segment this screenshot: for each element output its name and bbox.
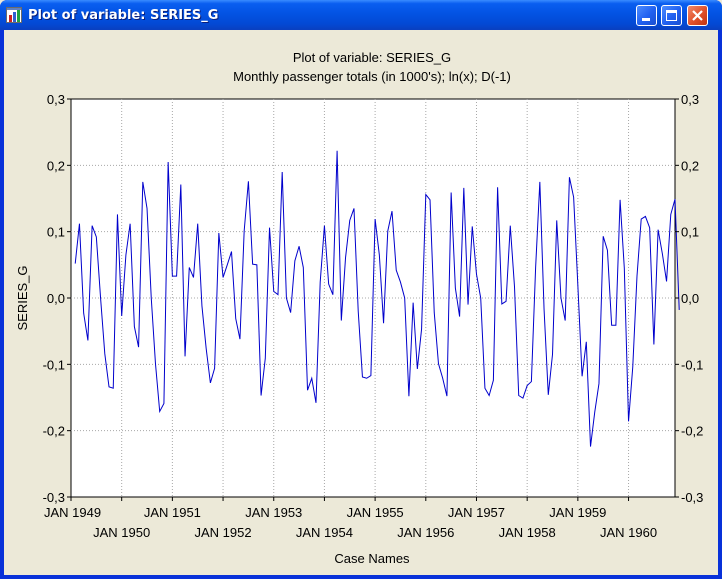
y-tick-label-right: 0,2 [681,158,699,173]
x-tick-label: JAN 1950 [93,525,150,540]
y-axis-label: SERIES_G [15,265,30,330]
chart-subtitle: Monthly passenger totals (in 1000's); ln… [233,69,511,84]
minimize-button[interactable] [636,5,657,26]
chart-title: Plot of variable: SERIES_G [293,50,451,65]
series-line [74,150,680,447]
y-tick-label: -0,2 [43,424,65,439]
grid [71,99,675,497]
y-tick-label: -0,1 [43,357,65,372]
title-bar[interactable]: Plot of variable: SERIES_G [0,0,722,30]
y-tick-label: 0,0 [47,291,65,306]
maximize-icon [666,10,677,21]
x-tick-label: JAN 1953 [245,505,302,520]
close-icon [692,10,703,21]
x-tick-label: JAN 1952 [195,525,252,540]
y-tick-label-right: 0,3 [681,92,699,107]
x-tick-label: JAN 1949 [44,505,101,520]
close-button[interactable] [687,5,708,26]
x-tick-label: JAN 1956 [397,525,454,540]
line-chart: -0,3 -0,3 -0,2 -0,2 -0,1 -0,1 0,0 0,0 0,1 0,1 0,2 0… [15,50,704,566]
axis-ticks: -0,3 -0,3 -0,2 -0,2 -0,1 -0,1 0,0 0,0 0,1 0,1 0,2 0… [43,92,704,540]
x-axis-label: Case Names [334,551,410,566]
y-tick-label: 0,1 [47,225,65,240]
x-tick-label: JAN 1958 [499,525,556,540]
y-tick-label-right: 0,0 [681,291,699,306]
y-tick-label-right: -0,1 [681,357,703,372]
x-tick-label: JAN 1951 [144,505,201,520]
y-tick-label-right: 0,1 [681,225,699,240]
y-tick-label: 0,3 [47,92,65,107]
x-tick-label: JAN 1954 [296,525,353,540]
window-title: Plot of variable: SERIES_G [28,8,219,23]
x-tick-label: JAN 1960 [600,525,657,540]
y-tick-label-right: -0,3 [681,490,703,505]
minimize-icon [642,18,650,21]
x-tick-label: JAN 1955 [347,505,404,520]
maximize-button[interactable] [661,5,682,26]
x-tick-label: JAN 1959 [549,505,606,520]
chart-app-icon[interactable] [6,7,22,23]
chart-area: -0,3 -0,3 -0,2 -0,2 -0,1 -0,1 0,0 0,0 0,1 0,1 0,2 0… [4,30,718,575]
y-tick-label-right: -0,2 [681,424,703,439]
series-layer [74,150,680,447]
x-tick-label: JAN 1957 [448,505,505,520]
y-tick-label: 0,2 [47,158,65,173]
y-tick-label: -0,3 [43,490,65,505]
